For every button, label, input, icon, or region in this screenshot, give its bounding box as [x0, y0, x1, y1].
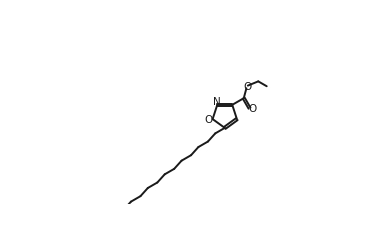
Text: O: O — [204, 114, 213, 124]
Text: O: O — [248, 104, 257, 114]
Text: N: N — [213, 96, 221, 106]
Text: O: O — [243, 82, 251, 91]
